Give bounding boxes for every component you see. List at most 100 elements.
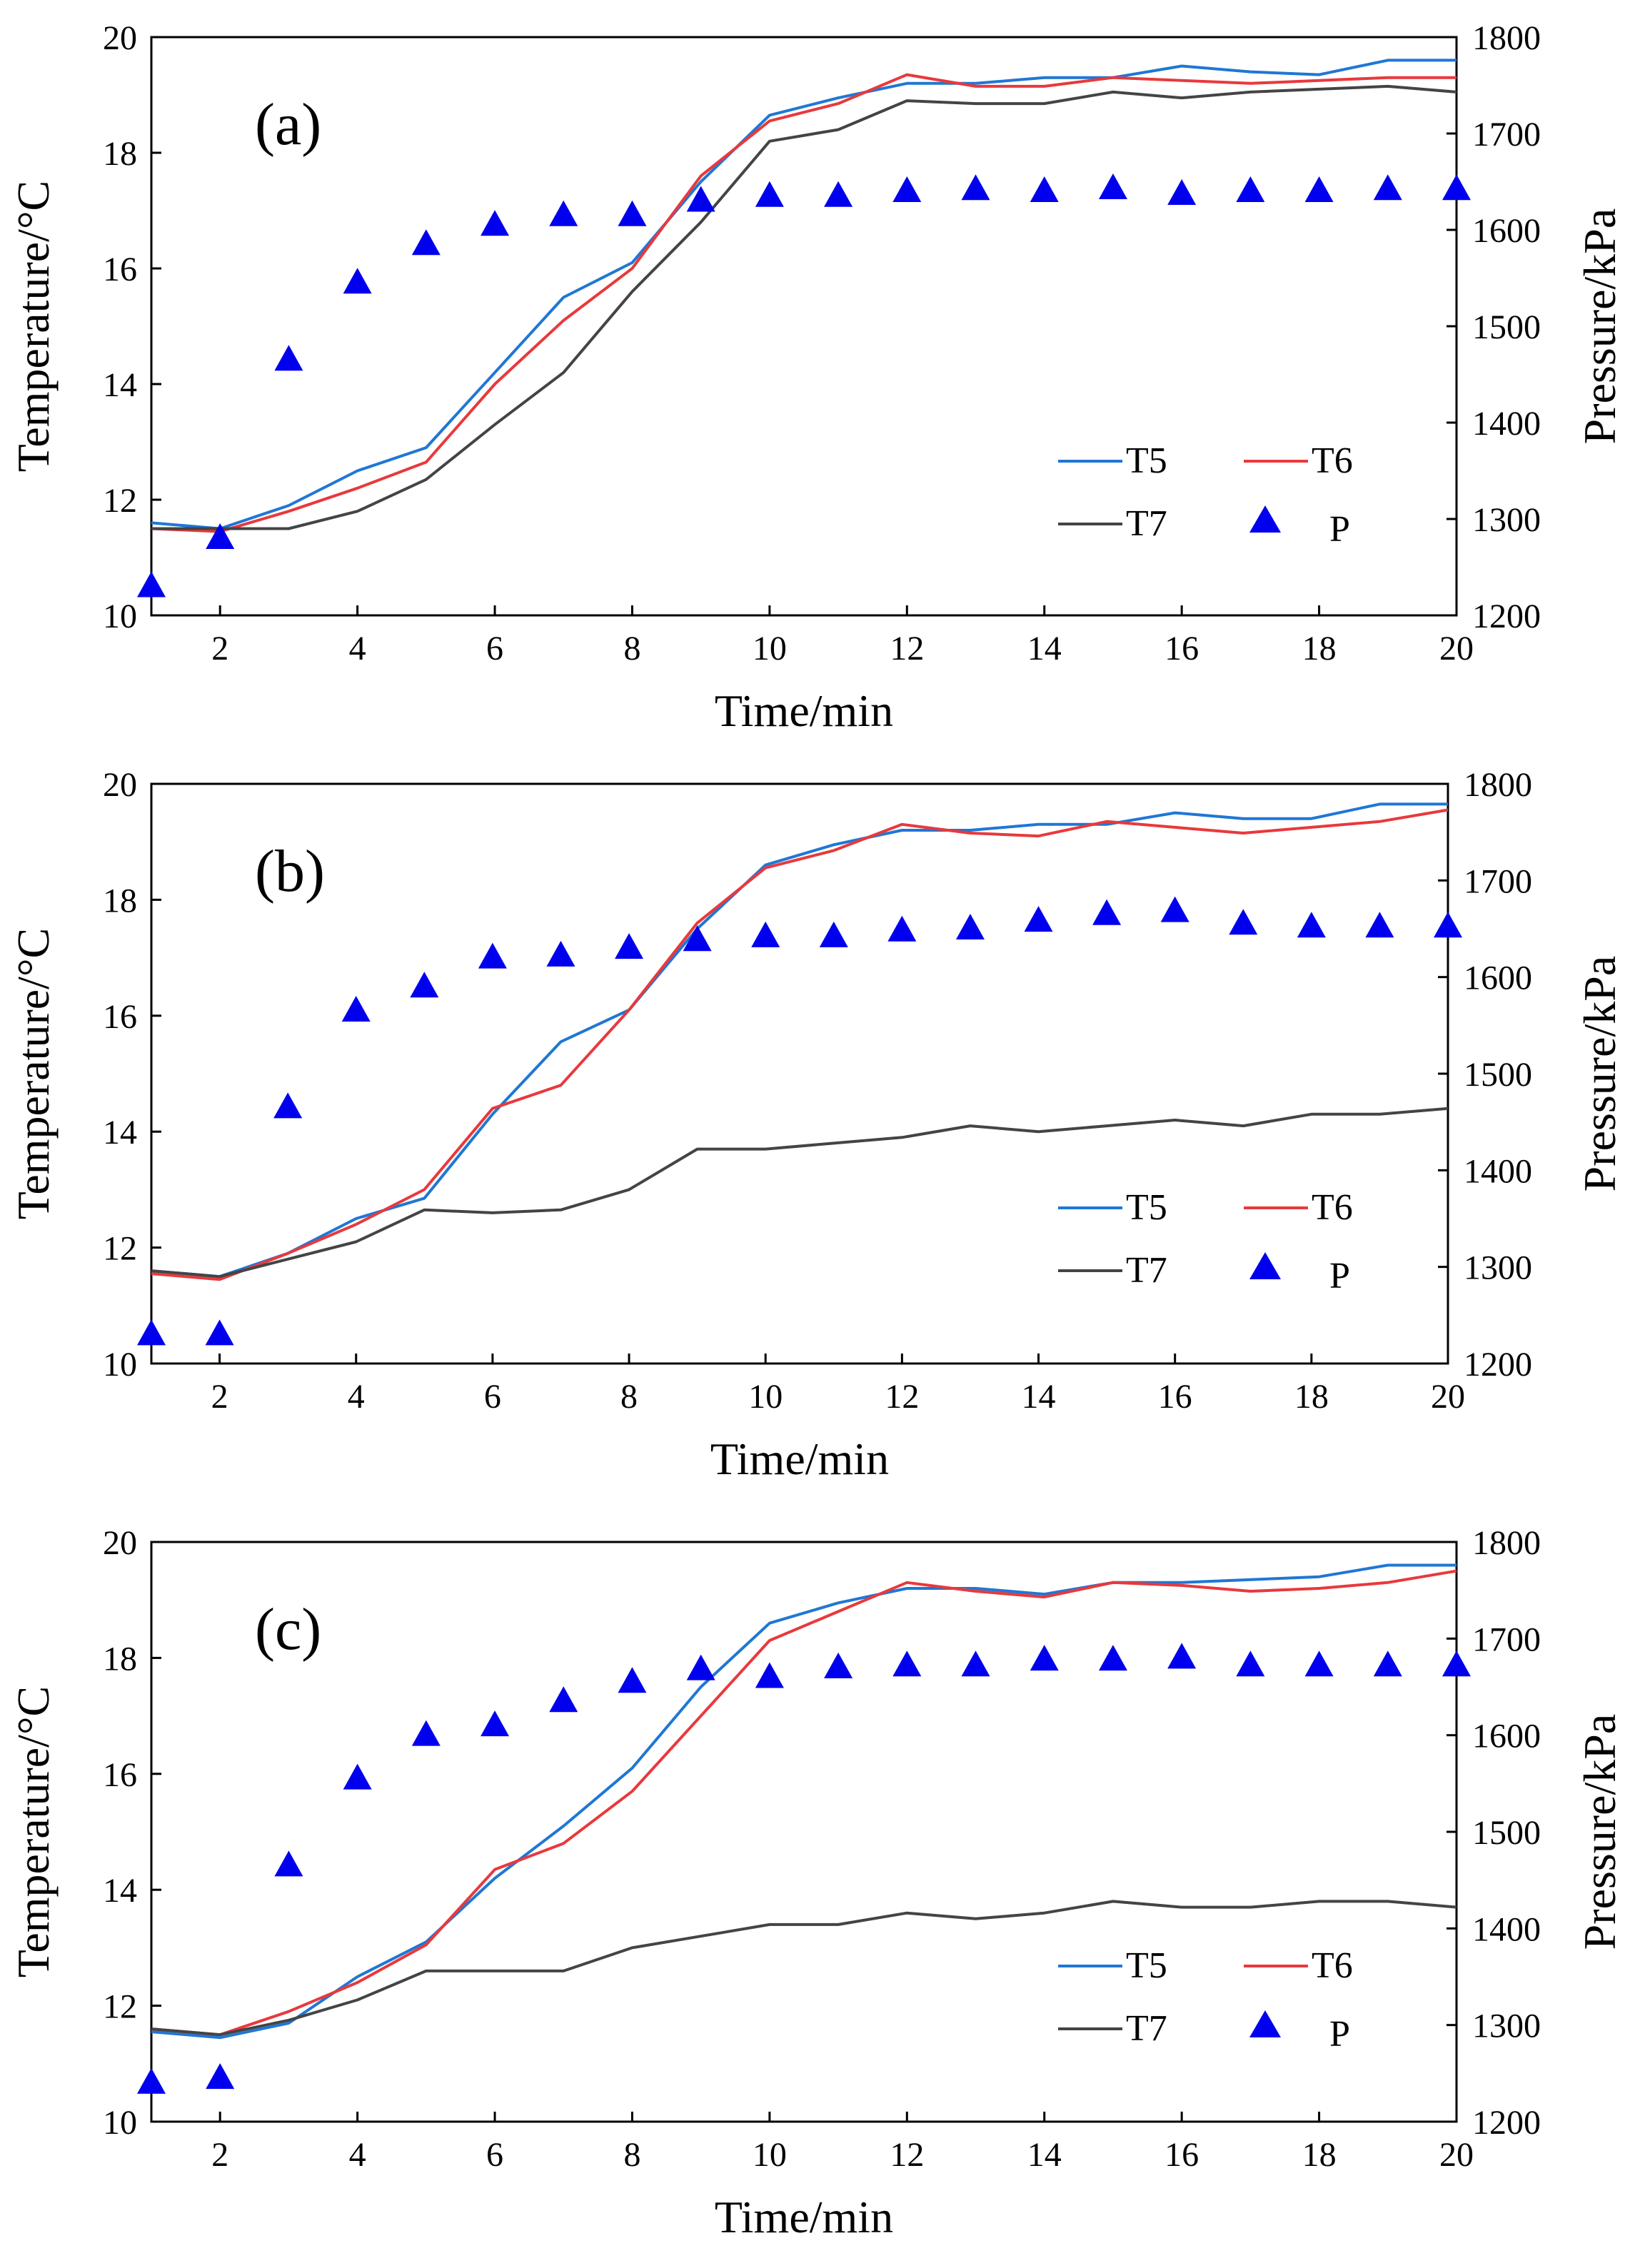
pressure-marker [206,523,235,549]
y-tick-label: 16 [103,1756,137,1794]
y-tick-label: 18 [103,1640,137,1678]
y2-tick-label: 1300 [1472,2007,1541,2045]
pressure-marker [892,176,922,202]
pressure-marker [824,1652,853,1678]
x-tick-label: 4 [349,630,366,667]
pressure-marker [824,181,853,207]
pressure-marker [205,1319,234,1346]
pressure-marker [755,181,784,207]
x-tick-label: 4 [349,2136,366,2174]
pressure-marker [1167,1643,1197,1669]
series-line-t7 [151,1107,1449,1279]
pressure-marker [1442,1650,1471,1677]
legend-marker-p [1249,505,1281,533]
pressure-marker [274,345,303,371]
y-tick-label: 20 [103,1524,137,1562]
pressure-marker [892,1650,922,1677]
pressure-marker [1098,1645,1127,1671]
y2-tick-label: 1300 [1472,501,1541,539]
x-tick-label: 12 [890,2136,924,2174]
legend-label-t6: T6 [1312,1187,1353,1228]
pressure-marker [618,200,647,226]
x-tick-label: 12 [885,1378,919,1416]
pressure-marker [1098,173,1127,199]
y2-tick-label: 1700 [1472,1621,1541,1658]
pressure-marker [411,1720,441,1746]
x-axis-title: Time/min [715,2192,893,2242]
x-tick-label: 2 [211,630,228,667]
pressure-marker [686,186,715,212]
pressure-marker [478,942,507,969]
pressure-marker [1373,174,1402,201]
pressure-marker [137,2067,166,2094]
panel-label: (c) [255,1596,321,1663]
pressure-marker [615,933,644,959]
pressure-marker [1365,912,1394,938]
x-axis-title: Time/min [715,685,893,736]
x-tick-label: 6 [484,1378,501,1416]
y-tick-label: 10 [103,598,137,635]
y2-tick-label: 1200 [1472,598,1541,635]
x-tick-label: 16 [1164,2136,1199,2174]
y-tick-label: 14 [103,1114,137,1151]
y2-tick-label: 1200 [1464,1346,1532,1384]
pressure-marker [206,2063,235,2090]
x-tick-label: 16 [1158,1378,1192,1416]
legend-label-p: P [1329,509,1350,550]
y2-tick-label: 1400 [1464,1152,1532,1190]
pressure-marker [1236,1650,1265,1677]
y2-tick-label: 1300 [1464,1249,1532,1287]
x-tick-label: 6 [486,630,503,667]
y-tick-label: 16 [103,998,137,1036]
pressure-marker [955,914,985,939]
pressure-marker [755,1662,784,1688]
y2-axis-title: Pressure/kPa [1574,1714,1625,1950]
pressure-marker [686,1654,715,1680]
pressure-marker [274,1850,303,1877]
y2-tick-label: 1500 [1472,1814,1541,1852]
y-axis-title: Temperature/°C [8,1686,59,1978]
pressure-marker [1229,909,1258,935]
x-axis-title: Time/min [710,1433,889,1484]
y-tick-label: 14 [103,1872,137,1910]
pressure-marker [341,996,371,1022]
y2-tick-label: 1800 [1464,766,1532,804]
panel-label: (a) [255,91,321,158]
pressure-marker [1442,174,1471,201]
pressure-marker [1030,176,1059,202]
pressure-marker [819,921,848,947]
pressure-marker [546,940,575,967]
pressure-marker [410,972,439,998]
series-line-t6 [151,1569,1457,2037]
pressure-marker [1373,1650,1402,1677]
y2-tick-label: 1800 [1472,19,1541,57]
x-tick-label: 8 [620,1378,638,1416]
x-tick-label: 18 [1302,2136,1337,2174]
y2-tick-label: 1800 [1472,1524,1541,1562]
pressure-marker [1024,906,1053,932]
pressure-marker [549,1686,578,1713]
x-tick-label: 20 [1439,630,1474,667]
y2-tick-label: 1200 [1472,2104,1541,2142]
x-tick-label: 18 [1302,630,1337,667]
x-tick-label: 14 [1027,2136,1062,2174]
x-tick-label: 4 [348,1378,365,1416]
pressure-marker [343,268,372,294]
legend-label-t5: T5 [1126,1187,1167,1228]
y2-tick-label: 1500 [1472,308,1541,346]
series-line-t5 [151,802,1448,1279]
y-tick-label: 18 [103,135,137,173]
pressure-marker [1434,912,1462,938]
x-tick-label: 20 [1439,2136,1474,2174]
pressure-marker [1236,176,1265,202]
series-line-t6 [151,808,1449,1281]
x-tick-label: 8 [623,2136,640,2174]
panel-label: (b) [255,838,325,904]
legend-label-t7: T7 [1126,503,1167,544]
legend-label-t5: T5 [1126,1945,1167,1986]
y-tick-label: 10 [103,2104,137,2142]
panel-c: 2 4 6 8 10 12 14 16 18 20101214161820120013001400… [8,1524,1625,2242]
legend-marker-p [1249,2010,1281,2037]
pressure-marker [1092,899,1122,925]
